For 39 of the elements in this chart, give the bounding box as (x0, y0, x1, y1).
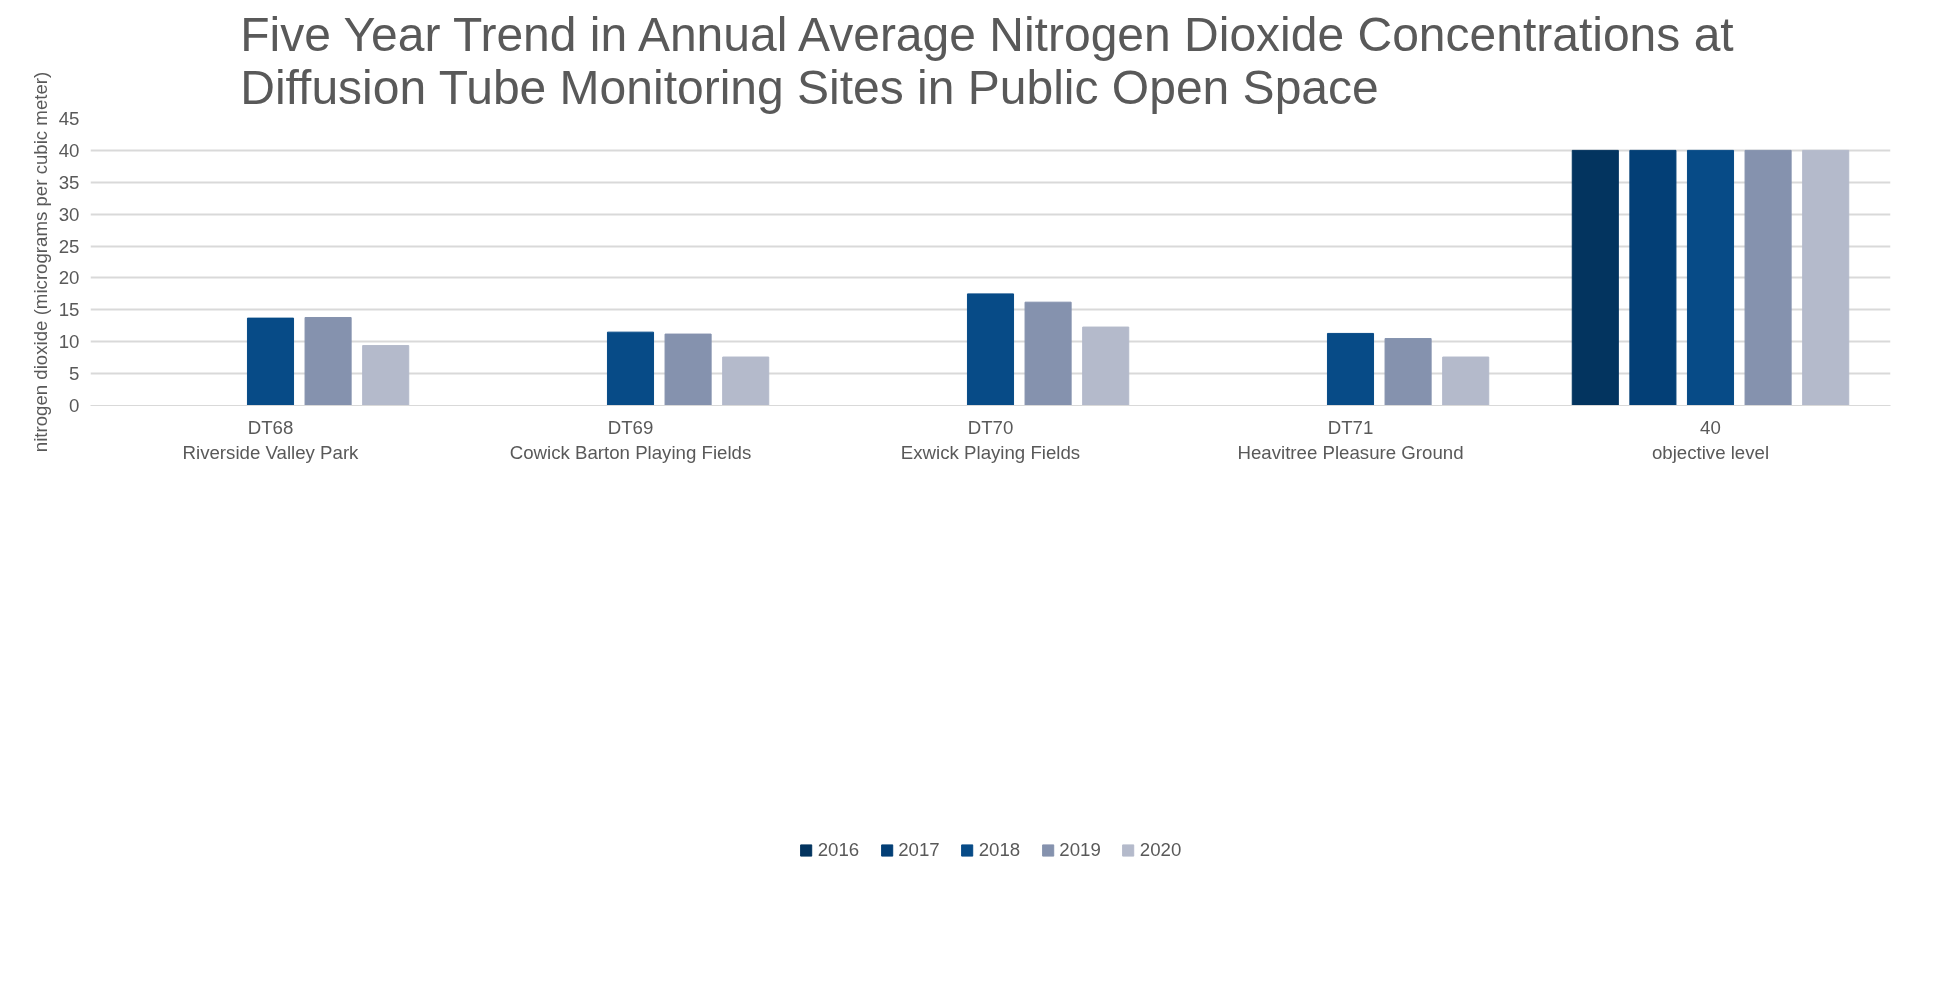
y-tick-label: 35 (58, 171, 80, 193)
bar (1744, 149, 1792, 406)
bar (304, 316, 352, 406)
x-tick-label: DT68 Riverside Valley Park (182, 416, 360, 463)
bar (362, 345, 410, 406)
legend-label: 2017 (898, 838, 940, 861)
bar (1024, 301, 1072, 406)
legend-label: 2018 (978, 838, 1021, 861)
x-tick-label: DT69 Cowick Barton Playing Fields (509, 416, 752, 463)
legend-label: 2020 (1139, 838, 1182, 861)
bar (246, 317, 295, 406)
bar (606, 331, 655, 406)
chart-title: Five Year Trend in Annual Average Nitrogen Dioxide Concentrations at Diffusion Tube Monitoring Sites in Public Open Space (240, 7, 1734, 114)
legend-label: 2016 (817, 838, 860, 861)
x-tick-label: DT70 Exwick Playing Fields (900, 416, 1081, 463)
y-tick-label: 45 (58, 108, 80, 129)
bar (1686, 149, 1735, 406)
y-tick-label: 5 (69, 363, 80, 385)
legend-label: 2019 (1059, 838, 1101, 861)
y-tick-label: 20 (58, 267, 80, 289)
y-tick-label: 15 (58, 299, 80, 321)
bar (966, 293, 1015, 406)
bar (1802, 149, 1850, 406)
x-tick-label: 40 objective level (1651, 416, 1770, 463)
y-tick-label: 0 (69, 395, 80, 416)
bar (1571, 149, 1619, 406)
bar (1082, 326, 1130, 406)
bar (664, 333, 712, 406)
x-tick-label: DT71 Heavitree Pleasure Ground (1237, 416, 1464, 463)
y-tick-label: 10 (58, 331, 80, 353)
bar (1629, 149, 1677, 406)
y-tick-label: 25 (58, 235, 80, 257)
bar (1326, 332, 1375, 406)
bar (722, 356, 770, 406)
y-tick-label: 40 (58, 139, 80, 161)
bar (1442, 356, 1490, 406)
bar (1384, 338, 1432, 406)
y-tick-label: 30 (58, 203, 80, 225)
y-axis-title: nitrogen dioxide (micrograms per cubic meter) (29, 71, 51, 453)
